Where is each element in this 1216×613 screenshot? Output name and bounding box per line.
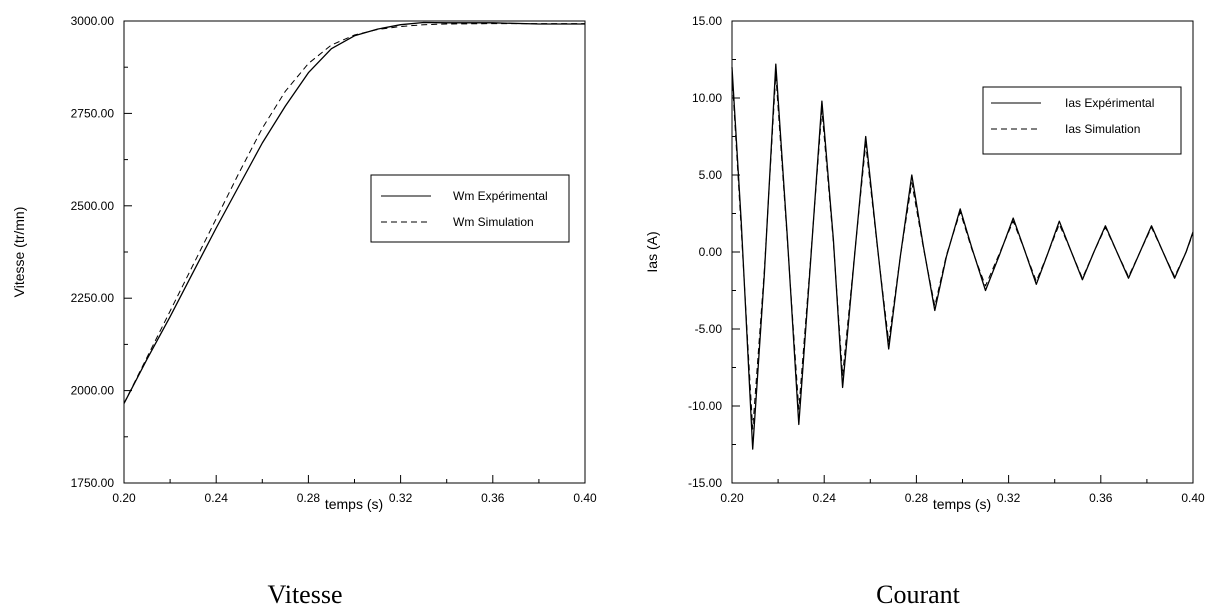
vitesse-legend-label-simulation: Wm Simulation xyxy=(453,215,534,229)
vitesse-x-tick-label: 0.28 xyxy=(297,491,321,505)
courant-x-tick-label: 0.20 xyxy=(720,491,744,505)
courant-x-tick-label: 0.28 xyxy=(905,491,929,505)
courant-y-tick-label: 15.00 xyxy=(692,14,722,28)
vitesse-x-tick-label: 0.36 xyxy=(481,491,505,505)
courant-x-tick-label: 0.24 xyxy=(813,491,837,505)
courant-y-tick-label: 0.00 xyxy=(699,245,723,259)
vitesse-y-tick-label: 2750.00 xyxy=(71,106,115,120)
courant-plot-frame xyxy=(731,20,1194,484)
vitesse-legend-label-experimental: Wm Expérimental xyxy=(453,189,548,203)
vitesse-y-tick-label: 2000.00 xyxy=(71,384,115,398)
vitesse-caption: Vitesse xyxy=(268,580,343,609)
courant-series-experimental xyxy=(731,63,1194,450)
vitesse-x-tick-label: 0.40 xyxy=(573,491,597,505)
courant-caption: Courant xyxy=(876,580,961,609)
vitesse-x-tick-label: 0.24 xyxy=(205,491,229,505)
vitesse-chart: 1750.00 2000.00 2250.00 2500.00 2750.00 3000.… xyxy=(11,14,597,609)
courant-legend-box xyxy=(982,86,1182,155)
vitesse-x-tick-label: 0.20 xyxy=(112,491,136,505)
courant-legend: Ias Expérimental Ias Simulation xyxy=(982,86,1182,155)
courant-y-tick-label: -5.00 xyxy=(695,322,723,336)
courant-x-tick-label: 0.36 xyxy=(1089,491,1113,505)
courant-y-tick-label: -10.00 xyxy=(688,399,722,413)
vitesse-plot-frame xyxy=(123,20,586,484)
courant-y-ticks: -15.00 -10.00 -5.00 0.00 5.00 10.00 15.00 xyxy=(688,14,740,490)
courant-x-tick-label: 0.40 xyxy=(1181,491,1205,505)
vitesse-x-ticks: 0.20 0.24 0.28 0.32 0.36 0.40 xyxy=(112,475,597,505)
courant-legend-label-experimental: Ias Expérimental xyxy=(1065,96,1154,110)
courant-series-simulation xyxy=(731,74,1194,430)
vitesse-y-tick-label: 3000.00 xyxy=(71,14,115,28)
courant-legend-label-simulation: Ias Simulation xyxy=(1065,122,1140,136)
courant-x-axis-label: temps (s) xyxy=(933,496,991,512)
courant-chart: -15.00 -10.00 -5.00 0.00 5.00 10.00 15.00 0.20… xyxy=(644,14,1205,609)
courant-y-tick-label: 10.00 xyxy=(692,91,722,105)
vitesse-y-tick-label: 2250.00 xyxy=(71,291,115,305)
vitesse-series-simulation xyxy=(123,23,585,404)
vitesse-series xyxy=(123,21,585,404)
courant-x-tick-label: 0.32 xyxy=(997,491,1021,505)
vitesse-legend-box xyxy=(370,174,570,243)
vitesse-y-tick-label: 2500.00 xyxy=(71,199,115,213)
vitesse-y-tick-label: 1750.00 xyxy=(71,476,115,490)
courant-y-tick-label: -15.00 xyxy=(688,476,722,490)
vitesse-legend: Wm Expérimental Wm Simulation xyxy=(370,174,570,243)
vitesse-series-experimental xyxy=(123,21,585,404)
courant-y-tick-label: 5.00 xyxy=(699,168,723,182)
vitesse-y-ticks: 1750.00 2000.00 2250.00 2500.00 2750.00 3000.… xyxy=(71,14,132,490)
courant-y-axis-label: Ias (A) xyxy=(644,231,660,272)
courant-series xyxy=(731,63,1194,450)
vitesse-x-tick-label: 0.32 xyxy=(389,491,413,505)
courant-x-ticks: 0.20 0.24 0.28 0.32 0.36 0.40 xyxy=(720,475,1205,505)
vitesse-x-axis-label: temps (s) xyxy=(325,496,383,512)
vitesse-y-axis-label: Vitesse (tr/mn) xyxy=(11,207,27,298)
